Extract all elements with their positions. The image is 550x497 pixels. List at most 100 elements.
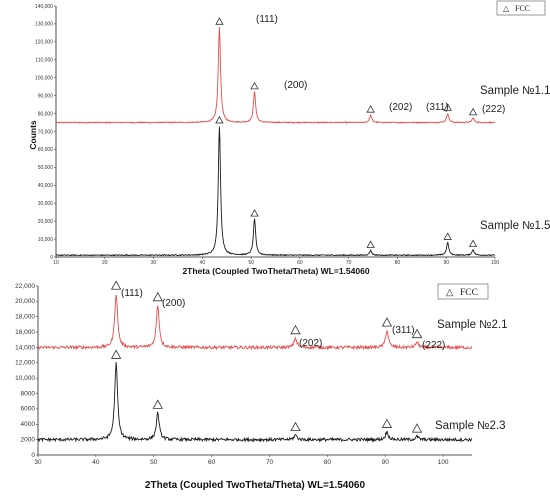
x-tick-label: 50 (248, 260, 254, 266)
fcc-peak-marker (215, 115, 224, 124)
y-tick-label: 16,000 (15, 329, 35, 336)
y-tick-label: 20,000 (38, 219, 54, 225)
y-tick-label: 18,000 (15, 314, 35, 321)
y-tick-label: 80,000 (38, 111, 54, 117)
y-tick-label: 2000 (21, 436, 36, 443)
fcc-peak-marker (152, 291, 163, 302)
fcc-peak-marker (411, 423, 423, 433)
y-tick-label: 30,000 (38, 201, 54, 207)
series-label-sample-1-1: Sample №1.1 (480, 85, 550, 97)
fcc-peak-marker (250, 81, 259, 90)
x-tick-label: 90 (443, 260, 449, 266)
x-tick-label: 30 (151, 260, 157, 266)
peak-label-111: (111) (121, 288, 143, 299)
legend-label: FCC (515, 4, 530, 13)
chart-bottom: 0 2000 4000 6000 8000 10,000 12,000 14,000 16,00… (15, 280, 508, 491)
peak-label-311: (311) (392, 325, 415, 336)
y-tick-label: 50,000 (38, 165, 54, 171)
x-tick-label: 10 (53, 260, 59, 266)
x-tick-label: 40 (92, 459, 100, 466)
x-tick-label: 40 (200, 260, 206, 266)
y-tick-label: 10,000 (15, 375, 35, 382)
x-tick-label: 80 (324, 459, 332, 466)
fcc-peak-marker (381, 418, 393, 428)
series-label-sample-2-3: Sample №2.3 (435, 420, 506, 432)
fcc-peak-marker (468, 239, 478, 248)
y-tick-label: 60,000 (38, 147, 54, 153)
fcc-peak-marker (366, 105, 375, 113)
fcc-peak-marker (215, 17, 224, 25)
y-tick-label: 110,000 (35, 58, 53, 64)
series-line-red (37, 294, 473, 351)
fcc-peak-marker (290, 324, 301, 335)
y-tick-label: 140,000 (35, 4, 53, 10)
peak-label-202: (202) (389, 102, 412, 113)
y-tick-label: 0 (31, 452, 35, 459)
x-tick-label: 50 (150, 459, 158, 466)
peak-label-200: (200) (162, 298, 185, 309)
y-tick-label: 0 (50, 255, 53, 261)
fcc-peak-marker (443, 232, 452, 240)
legend: △ FCC (496, 0, 546, 16)
fcc-peak-marker (110, 349, 122, 359)
x-tick-labels: 10 20 30 40 50 60 70 80 90 100 (53, 257, 499, 266)
legend-box (437, 283, 489, 300)
x-tick-label: 100 (438, 459, 449, 466)
legend-symbol: △ (503, 4, 510, 13)
legend-symbol: △ (446, 288, 454, 298)
y-tick-label: 14,000 (15, 344, 35, 351)
fcc-peak-marker (366, 240, 375, 248)
x-tick-label: 30 (34, 459, 42, 466)
legend-label: FCC (460, 288, 478, 298)
peak-markers (110, 280, 423, 433)
series-line-red (55, 27, 496, 124)
y-tick-label: 8000 (21, 390, 36, 397)
legend-box (496, 0, 546, 16)
peak-markers (215, 17, 478, 248)
peak-label-111: (111) (256, 14, 278, 25)
peak-label-311: (311) (426, 102, 449, 113)
x-tick-label: 70 (266, 459, 274, 466)
x-tick-label: 60 (208, 459, 216, 466)
x-tick-label: 90 (382, 459, 390, 466)
y-tick-label: 100,000 (35, 76, 53, 82)
y-tick-label: 70,000 (38, 129, 54, 135)
y-tick-labels: 0 2000 4000 6000 8000 10,000 12,000 14,000 16,00… (15, 283, 38, 459)
peak-label-222: (222) (422, 340, 445, 351)
y-tick-label: 4000 (21, 421, 36, 428)
y-tick-label: 120,000 (35, 40, 53, 46)
x-tick-labels: 30 40 50 60 70 80 90 100 (34, 455, 449, 466)
x-axis-title: 2Theta (Coupled TwoTheta/Theta) WL=1.540… (182, 266, 369, 276)
series-label-sample-1-5: Sample №1.5 (480, 220, 550, 232)
fcc-peak-marker (411, 328, 423, 339)
series-lines (55, 27, 496, 257)
fcc-peak-marker (110, 280, 122, 290)
y-tick-labels: 0 10,000 20,000 30,000 40,000 50,000 60,000 70,… (35, 4, 56, 261)
x-tick-label: 20 (102, 260, 108, 266)
y-tick-label: 90,000 (38, 93, 54, 99)
series-lines (37, 294, 473, 443)
y-tick-label: 6000 (21, 406, 36, 413)
y-tick-label: 10,000 (38, 237, 54, 243)
fcc-peak-marker (152, 399, 163, 409)
y-axis-title: Counts (28, 120, 38, 150)
x-tick-label: 100 (491, 260, 500, 266)
fcc-peak-marker (468, 107, 478, 116)
y-tick-label: 22,000 (15, 283, 35, 290)
series-line-black (55, 126, 496, 257)
x-tick-label: 70 (346, 260, 352, 266)
x-tick-label: 80 (395, 260, 401, 266)
peak-label-222: (222) (482, 104, 505, 115)
y-tick-label: 20,000 (15, 298, 35, 305)
series-line-black (37, 362, 473, 443)
fcc-peak-marker (290, 421, 301, 432)
y-tick-label: 130,000 (35, 22, 53, 28)
peak-label-202: (202) (299, 338, 322, 349)
x-tick-label: 60 (297, 260, 303, 266)
fcc-peak-marker (443, 103, 452, 111)
fcc-peak-marker (381, 317, 393, 327)
x-axis-title: 2Theta (Coupled TwoTheta/Theta) WL=1.540… (145, 480, 366, 491)
peak-label-200: (200) (284, 80, 307, 91)
legend: △ FCC (437, 283, 489, 300)
